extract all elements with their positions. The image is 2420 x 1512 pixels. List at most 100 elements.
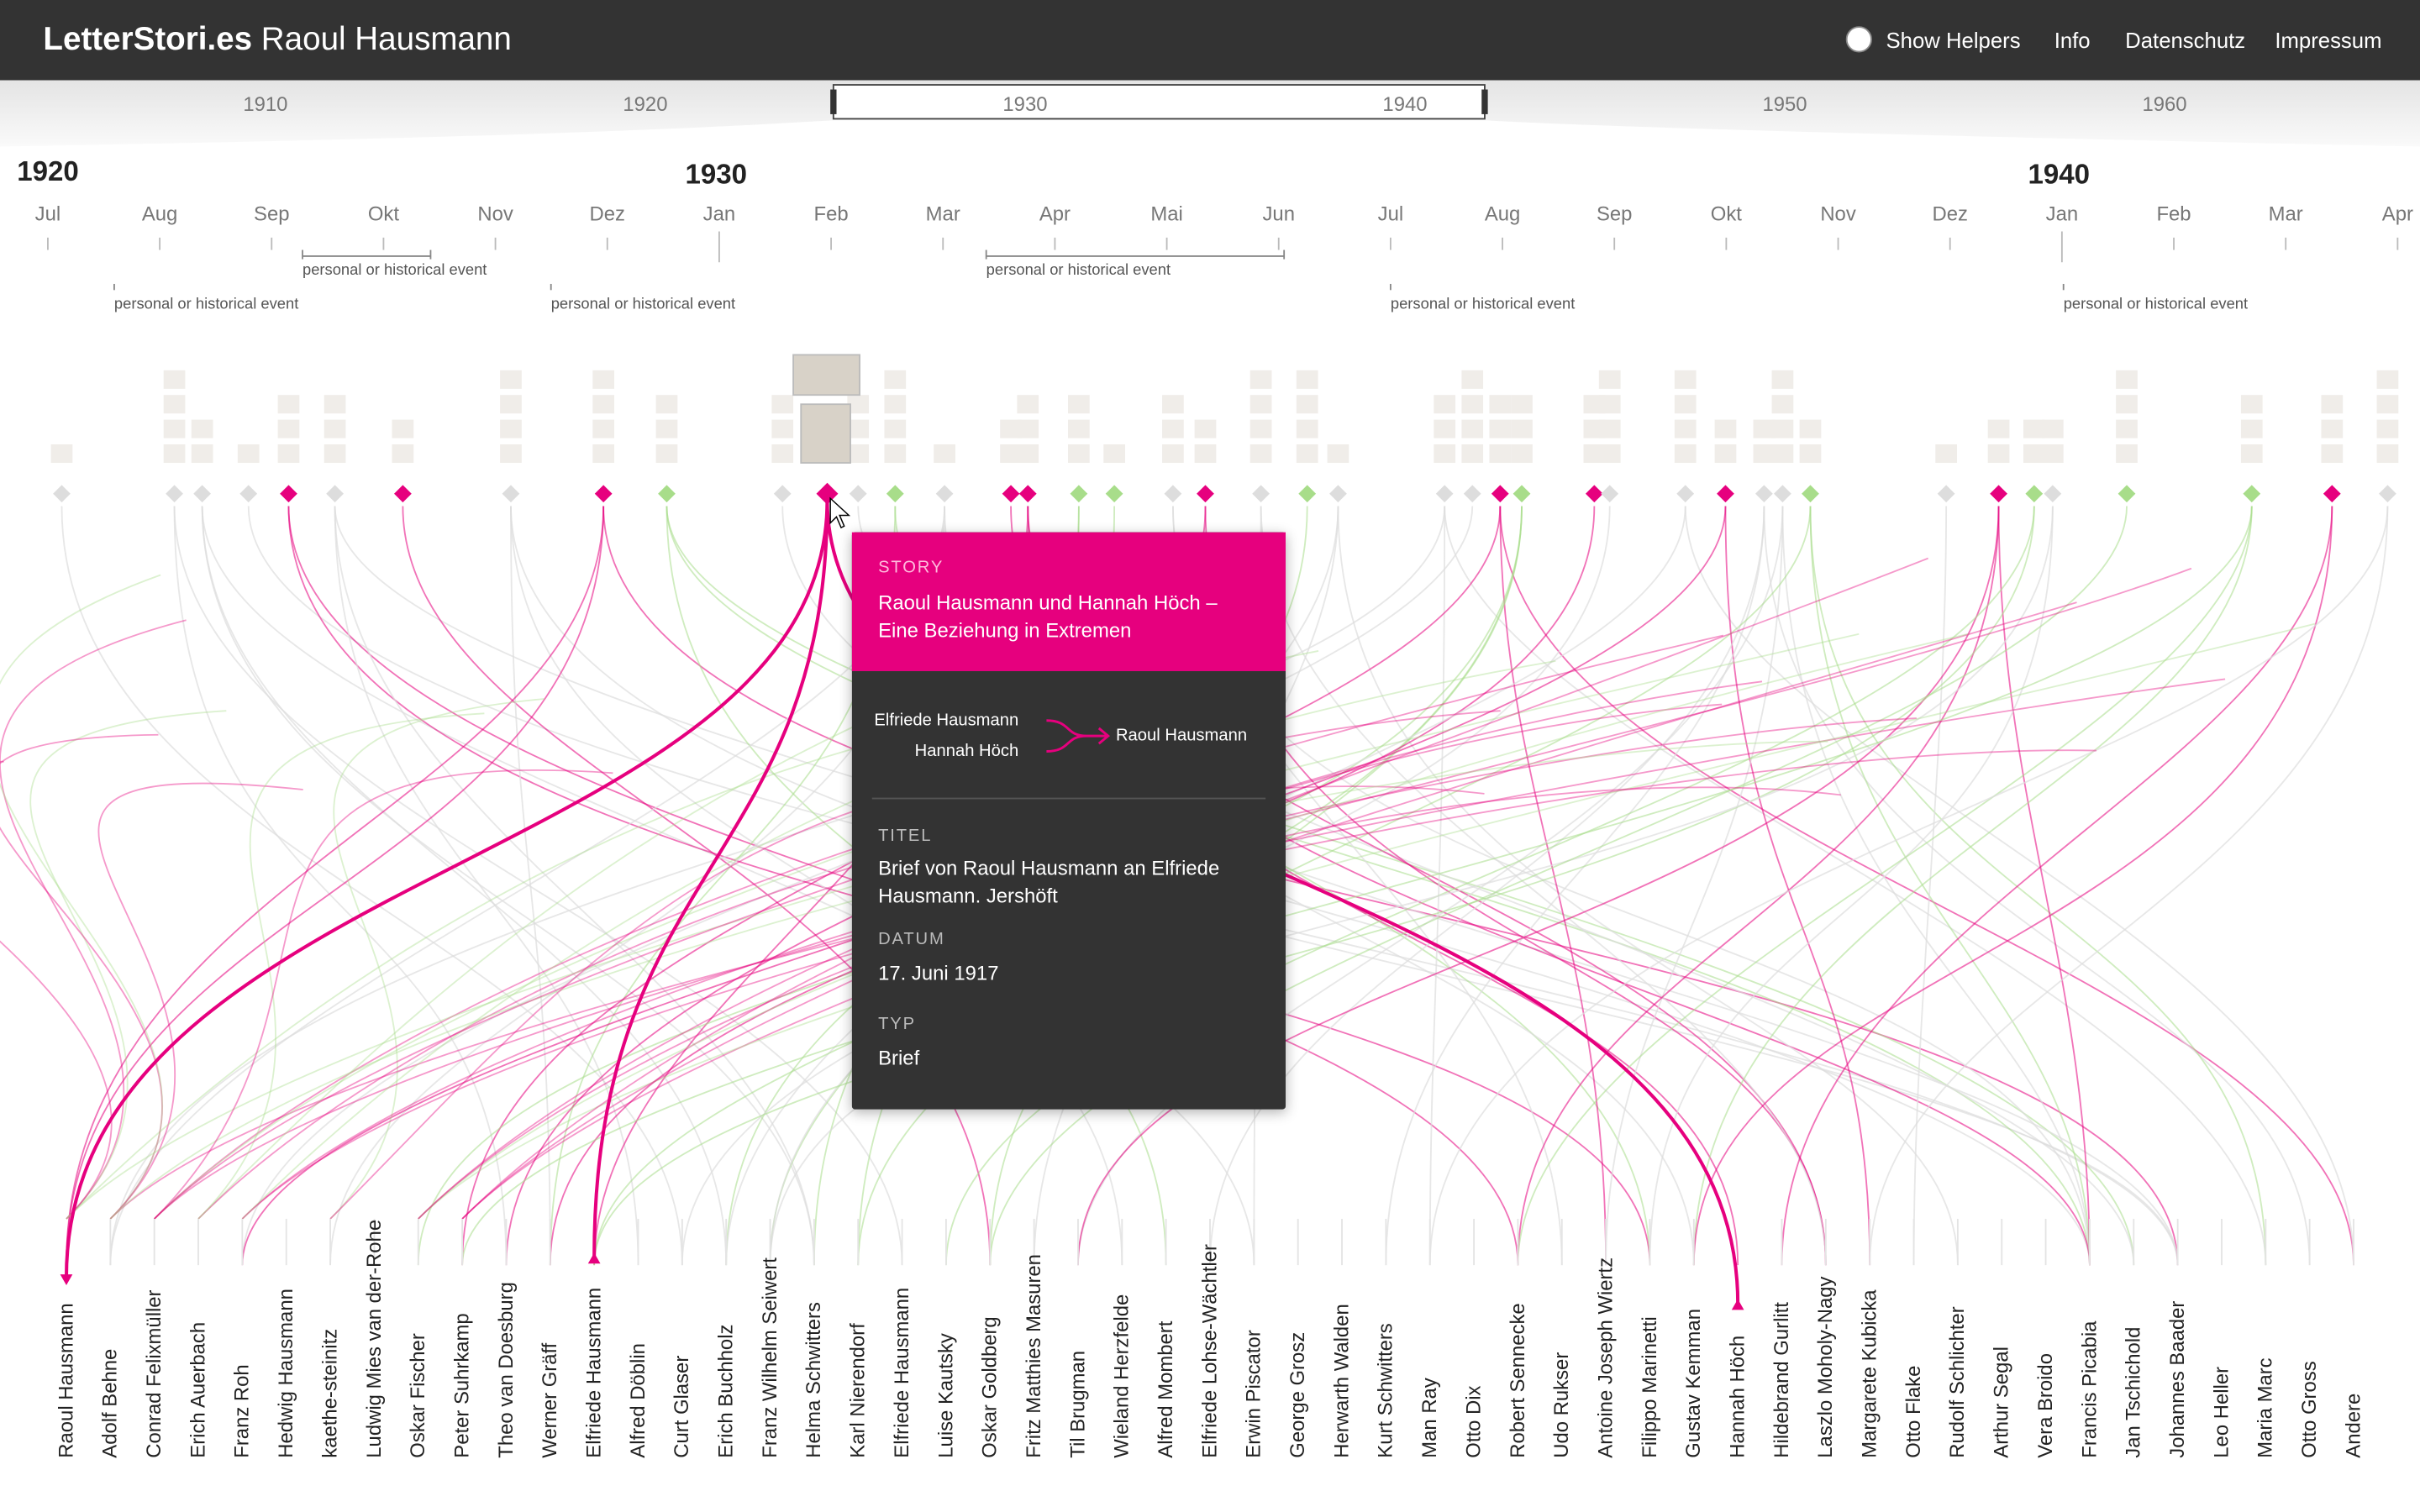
person-label[interactable]: Elfriede Lohse-Wächtler <box>1198 1244 1221 1458</box>
letter-marker[interactable] <box>239 485 258 503</box>
letter-thumb[interactable] <box>500 419 522 438</box>
person-label[interactable]: Raoul Hausmann <box>55 1303 77 1457</box>
letter-thumb[interactable] <box>1327 444 1349 464</box>
letter-thumb[interactable] <box>1511 395 1533 414</box>
letter-thumb[interactable] <box>1598 419 1621 438</box>
letter-thumb[interactable] <box>1674 419 1697 438</box>
letter-thumb[interactable] <box>847 444 870 464</box>
person-label[interactable]: Robert Sennecke <box>1507 1303 1529 1457</box>
letter-thumb[interactable] <box>1461 419 1484 438</box>
letter-thumb[interactable] <box>277 395 300 414</box>
person-label[interactable]: Elfriede Hausmann <box>582 1288 605 1458</box>
letter-thumb[interactable] <box>324 395 346 414</box>
letter-thumb[interactable] <box>655 419 678 438</box>
letter-thumb[interactable] <box>1987 444 2010 464</box>
letter-thumb[interactable] <box>1194 444 1217 464</box>
letter-marker[interactable] <box>1105 485 1123 503</box>
letter-thumb[interactable] <box>500 444 522 464</box>
letter-thumb[interactable] <box>2321 395 2344 414</box>
person-label[interactable]: Helma Schwitters <box>802 1302 825 1458</box>
letter-thumb[interactable] <box>237 444 260 464</box>
letter-marker[interactable] <box>1252 485 1270 503</box>
letter-thumb[interactable] <box>277 419 300 438</box>
letter-thumb[interactable] <box>1935 444 1957 464</box>
person-label[interactable]: Peter Suhrkamp <box>450 1313 473 1457</box>
person-label[interactable]: Otto Gross <box>2298 1361 2321 1457</box>
window-handle[interactable] <box>1481 89 1488 114</box>
letter-marker[interactable] <box>393 485 412 503</box>
person-label[interactable]: Rudolf Schlichter <box>1946 1306 1969 1457</box>
letter-thumb[interactable] <box>1434 444 1456 464</box>
nav-impressum[interactable]: Impressum <box>2275 28 2382 53</box>
letter-thumb[interactable] <box>847 395 870 414</box>
person-label[interactable]: Johannes Baader <box>2166 1301 2189 1458</box>
event-label[interactable]: personal or historical event <box>2064 294 2248 312</box>
letter-thumb[interactable] <box>1000 419 1022 438</box>
letter-thumb[interactable] <box>2321 444 2344 464</box>
letter-thumb[interactable] <box>2240 419 2263 438</box>
letter-thumb[interactable] <box>884 419 907 438</box>
helpers-toggle[interactable] <box>1845 26 1872 53</box>
letter-thumb[interactable] <box>2116 419 2138 438</box>
person-label[interactable]: Maria Marc <box>2254 1357 2277 1457</box>
letter-thumb[interactable] <box>2023 419 2045 438</box>
letter-thumb[interactable] <box>592 419 615 438</box>
person-label[interactable]: Erwin Piscator <box>1243 1330 1265 1458</box>
letter-marker[interactable] <box>935 485 954 503</box>
letter-marker[interactable] <box>849 485 867 503</box>
letter-thumb[interactable] <box>1753 419 1776 438</box>
letter-thumb[interactable] <box>1434 395 1456 414</box>
person-label[interactable]: Udo Rukser <box>1550 1352 1573 1458</box>
letter-thumb[interactable] <box>2042 419 2064 438</box>
letter-marker[interactable] <box>2323 485 2341 503</box>
letter-marker[interactable] <box>1512 485 1531 503</box>
letter-thumb[interactable] <box>50 444 73 464</box>
letter-thumb[interactable] <box>2116 444 2138 464</box>
letter-marker[interactable] <box>1802 485 1819 503</box>
letter-thumb[interactable] <box>2023 444 2045 464</box>
person-label[interactable]: Karl Nierendorf <box>847 1323 870 1458</box>
letter-marker[interactable] <box>594 485 613 503</box>
person-label[interactable]: Alfred Mombert <box>1155 1320 1177 1457</box>
story-header[interactable]: STORY Raoul Hausmann und Hannah Höch – E… <box>851 532 1286 671</box>
nav-datenschutz[interactable]: Datenschutz <box>2125 28 2246 53</box>
letter-thumb[interactable] <box>1068 419 1090 438</box>
letter-marker[interactable] <box>1601 485 1619 503</box>
person-label[interactable]: Til Brugman <box>1066 1351 1089 1458</box>
letter-marker[interactable] <box>1070 485 1088 503</box>
person-label[interactable]: Gustav Kemman <box>1682 1309 1705 1458</box>
letter-thumb[interactable] <box>1194 419 1217 438</box>
letter-thumb[interactable] <box>500 395 522 414</box>
letter-thumb[interactable] <box>324 419 346 438</box>
letter-thumb[interactable] <box>392 419 414 438</box>
event-label[interactable]: personal or historical event <box>302 260 487 278</box>
letter-marker[interactable] <box>193 485 212 503</box>
letter-thumb[interactable] <box>1771 419 1794 438</box>
letter-thumb[interactable] <box>1674 370 1697 389</box>
person-label[interactable]: Otto Flake <box>1902 1366 1925 1458</box>
letter-thumb[interactable] <box>1249 370 1272 389</box>
letter-thumb[interactable] <box>884 444 907 464</box>
person-label[interactable]: Wieland Herzfelde <box>1111 1294 1134 1458</box>
letter-thumb[interactable] <box>1598 444 1621 464</box>
letter-thumb[interactable] <box>1489 395 1512 414</box>
nav-info[interactable]: Info <box>2054 28 2091 53</box>
person-label[interactable]: Franz Wilhelm Seiwert <box>759 1257 781 1458</box>
person-label[interactable]: Franz Roh <box>231 1364 254 1457</box>
letter-thumb[interactable] <box>1103 444 1125 464</box>
letter-thumb[interactable] <box>1461 395 1484 414</box>
person-label[interactable]: Erich Buchholz <box>715 1325 738 1458</box>
letter-thumb[interactable] <box>1162 395 1184 414</box>
person-label[interactable]: Conrad Felixmüller <box>143 1289 166 1457</box>
person-label[interactable]: Francis Picabia <box>2078 1320 2101 1458</box>
letter-thumb[interactable] <box>1987 419 2010 438</box>
letter-thumb[interactable] <box>1714 444 1737 464</box>
letter-thumb[interactable] <box>1489 419 1512 438</box>
letter-thumb[interactable] <box>592 395 615 414</box>
letter-thumb[interactable] <box>324 444 346 464</box>
letter-thumb[interactable] <box>163 395 186 414</box>
letter-thumb[interactable] <box>163 370 186 389</box>
letter-marker[interactable] <box>1197 485 1214 503</box>
event-label[interactable]: personal or historical event <box>551 294 735 312</box>
person-label[interactable]: Jan Tschichold <box>2123 1327 2145 1458</box>
